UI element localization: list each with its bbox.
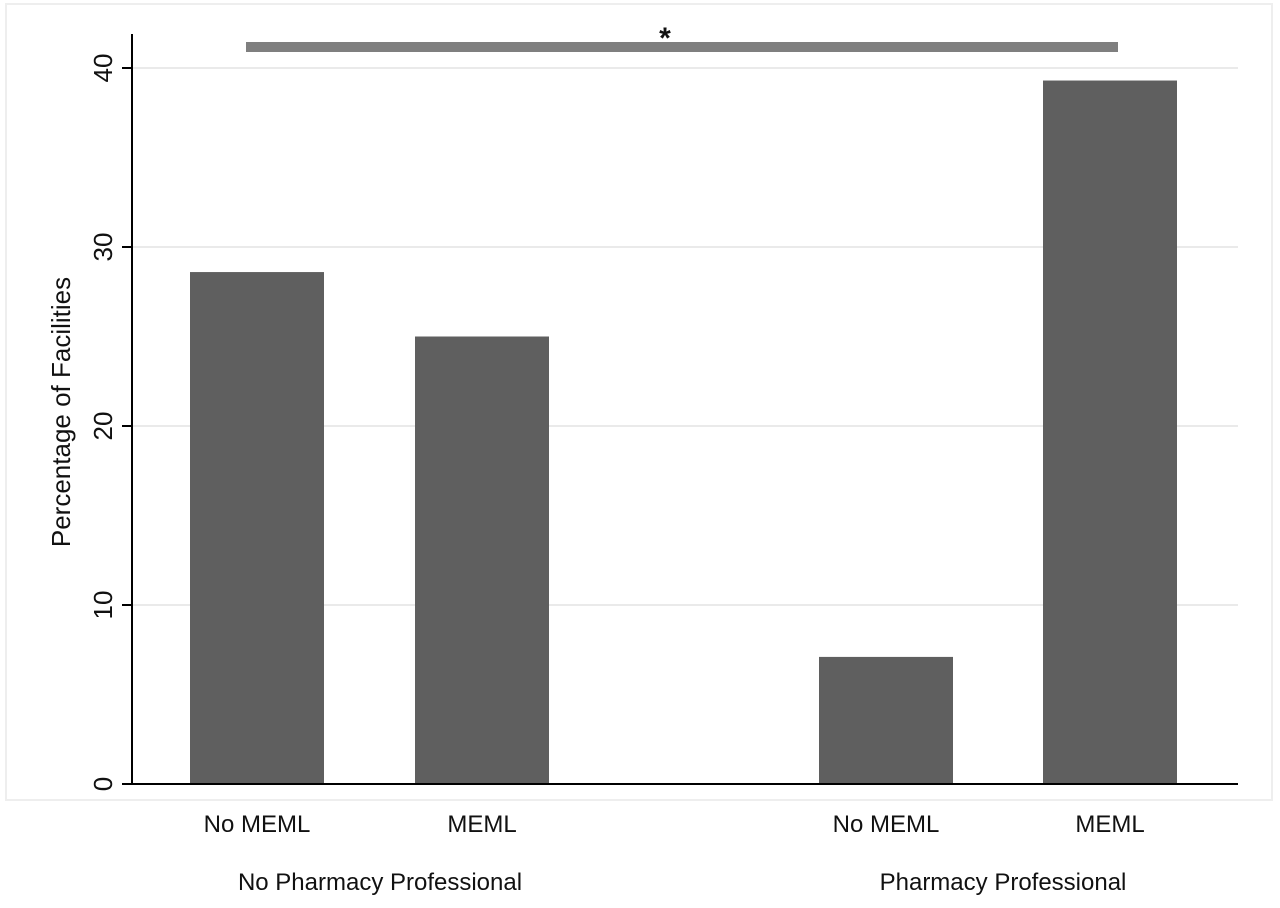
- category-label: No MEML: [204, 811, 311, 838]
- significance-bar: [246, 42, 1118, 52]
- y-tick-label: 0: [88, 777, 118, 791]
- y-tick-label: 40: [88, 54, 118, 83]
- y-ticks: 0 10 20 30 40: [88, 54, 132, 791]
- bar: [819, 656, 953, 784]
- group-label: Pharmacy Professional: [880, 869, 1127, 896]
- significance-star: *: [659, 22, 671, 55]
- bar: [415, 336, 549, 784]
- y-tick-label: 20: [88, 412, 118, 441]
- bar: [1043, 80, 1177, 784]
- significance-annotation: *: [246, 22, 1118, 55]
- category-label: MEML: [1075, 811, 1144, 838]
- bars: [190, 80, 1177, 784]
- category-label: MEML: [447, 811, 516, 838]
- category-label: No MEML: [833, 811, 940, 838]
- category-labels: No MEML MEML No Pharmacy Professional No ME…: [204, 811, 1145, 896]
- bar: [190, 272, 324, 784]
- y-tick-label: 30: [88, 233, 118, 262]
- y-axis-title: Percentage of Facilities: [46, 277, 76, 547]
- group-label: No Pharmacy Professional: [238, 869, 522, 896]
- axes: [131, 34, 1238, 785]
- y-tick-label: 10: [88, 591, 118, 620]
